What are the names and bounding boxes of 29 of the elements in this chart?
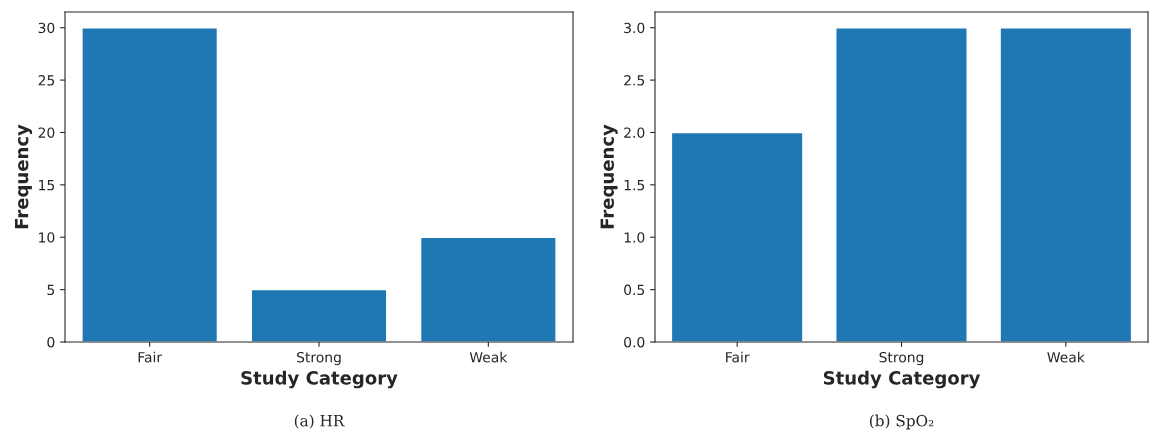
x-tick-label: Fair [138, 351, 163, 363]
y-tick-label: 10 [39, 232, 55, 243]
bar [81, 27, 219, 342]
x-tick-label: Strong [879, 351, 924, 366]
y-tick-label: 5 [47, 284, 55, 296]
x-axis-title: Study Category [241, 370, 398, 389]
y-tick-label: 1.5 [624, 180, 645, 191]
bar [419, 236, 557, 342]
y-tick-label: 2.0 [624, 127, 645, 138]
bar [250, 288, 388, 342]
y-tick-label: 0.5 [624, 284, 645, 296]
y-tick-label: 0 [47, 336, 55, 348]
y-axis-title: Frequency [14, 124, 33, 229]
x-axis-title: Study Category [823, 370, 981, 389]
y-tick-label: 30 [38, 22, 55, 34]
y-axis-title: Frequency [600, 124, 618, 229]
y-tick-label: 25 [38, 75, 55, 86]
y-tick-label: 3.0 [624, 22, 645, 34]
y-tick-label: 20 [38, 127, 55, 138]
y-tick-label: 2.5 [624, 75, 645, 86]
x-tick-label: Weak [469, 351, 508, 363]
text: (a) HR [294, 414, 345, 429]
y-tick-label: 1.0 [624, 232, 645, 243]
x-tick-label: Fair [726, 351, 750, 363]
y-tick-label: 15 [39, 180, 55, 191]
x-tick-label: Strong [297, 351, 341, 366]
x-tick-label: Weak [1047, 351, 1085, 363]
text: (b) SpO₂ [869, 414, 934, 430]
y-tick-label: 0.0 [624, 336, 645, 348]
